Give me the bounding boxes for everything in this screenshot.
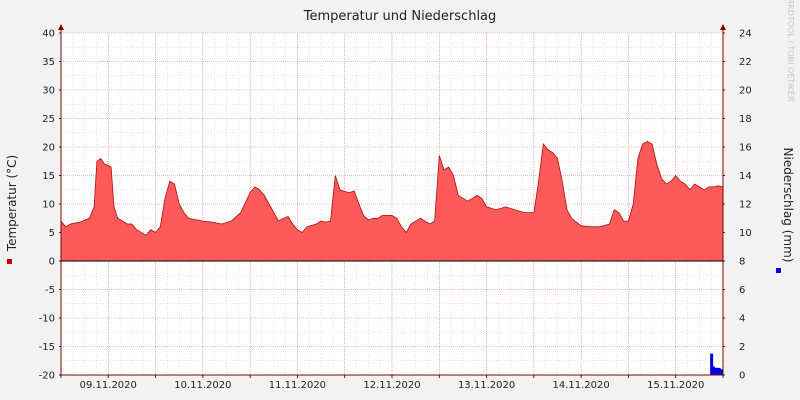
temperature-line	[60, 140, 724, 236]
y-tick-left-label: -5	[45, 285, 55, 296]
y-tick-right-label: 10	[739, 228, 752, 239]
y-tick-right-label: 0	[739, 371, 745, 382]
x-tick-label: 12.11.2020	[363, 380, 420, 391]
y-tick-right-label: 20	[739, 86, 752, 97]
y-tick-left-label: 40	[42, 29, 55, 40]
y-tick-left-label: -15	[39, 342, 55, 353]
data-layer	[60, 140, 724, 375]
x-tick-label: 14.11.2020	[553, 380, 610, 391]
precipitation-bar	[717, 367, 721, 375]
y-tick-left-label: 35	[42, 57, 55, 68]
y-axis-left-label: Temperatur (°C)	[5, 155, 19, 252]
y-axis-right-arrow	[720, 24, 726, 30]
y-tick-right-label: 6	[739, 285, 745, 296]
precipitation-legend-marker	[776, 268, 781, 273]
x-tick-label: 11.11.2020	[269, 380, 326, 391]
y-tick-right-label: 4	[739, 314, 745, 325]
precipitation-bar	[715, 367, 719, 375]
y-tick-left-label: 5	[49, 228, 55, 239]
y-tick-right-label: 18	[739, 114, 752, 125]
y-tick-left-label: 30	[42, 86, 55, 97]
y-tick-left-label: 10	[42, 200, 55, 211]
temperature-legend-marker	[7, 259, 12, 264]
precipitation-bar	[710, 353, 714, 375]
precipitation-bar	[719, 369, 723, 375]
rrdtool-watermark: RRDTOOL / TOBI OETIKER	[786, 0, 795, 102]
y-tick-right-label: 24	[739, 29, 752, 40]
y-tick-left-label: -10	[39, 314, 55, 325]
y-tick-right-label: 14	[739, 171, 752, 182]
y-tick-left-label: 25	[42, 114, 55, 125]
y-tick-left-label: 0	[49, 257, 55, 268]
x-tick-label: 15.11.2020	[647, 380, 704, 391]
x-tick-label: 10.11.2020	[174, 380, 231, 391]
y-tick-right-label: 16	[739, 143, 752, 154]
precipitation-bar	[712, 366, 716, 375]
x-tick-label: 09.11.2020	[80, 380, 137, 391]
y-tick-left-label: 15	[42, 171, 55, 182]
chart-title: Temperatur und Niederschlag	[303, 9, 497, 24]
y-tick-left-label: 20	[42, 143, 55, 154]
axis-layer: 4035302520151050-5-10-15-202422201816141…	[39, 24, 752, 391]
y-tick-right-label: 8	[739, 257, 745, 268]
y-axis-right-label: Niederschlag (mm)	[781, 148, 795, 263]
y-tick-right-label: 22	[739, 57, 752, 68]
temperature-area	[61, 141, 723, 261]
y-tick-right-label: 2	[739, 342, 745, 353]
y-tick-right-label: 12	[739, 200, 752, 211]
y-axis-left-arrow	[58, 24, 64, 30]
y-tick-left-label: -20	[39, 371, 55, 382]
precipitation-bar	[713, 367, 717, 375]
x-tick-label: 13.11.2020	[458, 380, 515, 391]
